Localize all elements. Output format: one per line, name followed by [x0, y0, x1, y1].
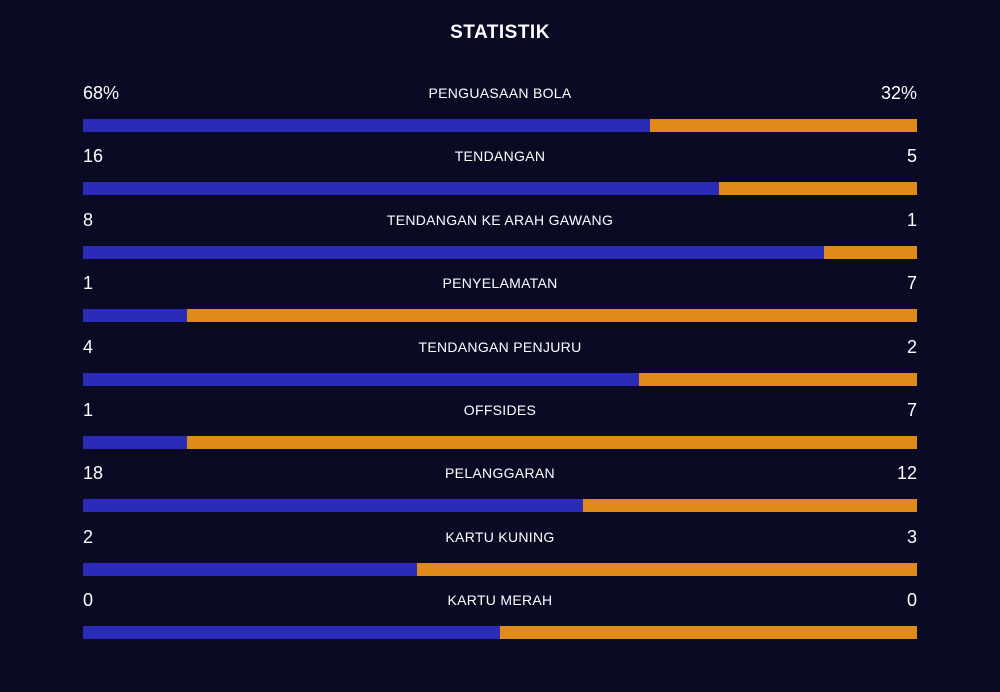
- stat-label: KARTU MERAH: [447, 592, 553, 609]
- stat-label: TENDANGAN KE ARAH GAWANG: [386, 211, 614, 228]
- away-value: 32%: [880, 83, 917, 103]
- home-bar-fill: [83, 119, 651, 132]
- home-bar-fill: [83, 499, 584, 513]
- stat-label: TENDANGAN PENJURU: [418, 338, 582, 355]
- stat-row-shots-on-target: 8 TENDANGAN KE ARAH GAWANG 1: [83, 207, 917, 270]
- stat-label: PENGUASAAN BOLA: [428, 85, 572, 101]
- home-bar-fill: [83, 562, 417, 576]
- home-bar-fill: [83, 372, 640, 386]
- stat-row-shots: 16 TENDANGAN 5: [83, 143, 917, 206]
- away-value: 0: [906, 590, 917, 611]
- home-bar-fill: [83, 626, 500, 640]
- comparison-bar: [83, 562, 917, 576]
- away-bar-fill: [650, 119, 917, 132]
- away-value: 12: [896, 463, 917, 484]
- stats-list: 68% PENGUASAAN BOLA 32% 16 TENDANGAN 5 8…: [83, 80, 917, 651]
- stat-row-fouls: 18 PELANGGARAN 12: [83, 460, 917, 523]
- away-bar-fill: [187, 435, 917, 449]
- away-bar-fill: [583, 499, 917, 513]
- away-bar-fill: [639, 372, 917, 386]
- home-bar-fill: [83, 245, 825, 259]
- away-value: 1: [906, 209, 917, 230]
- home-value: 16: [83, 146, 104, 167]
- stat-label: PELANGGARAN: [445, 465, 555, 482]
- stat-label: OFFSIDES: [463, 401, 537, 418]
- away-value: 7: [906, 399, 917, 420]
- comparison-bar: [83, 499, 917, 513]
- away-value: 3: [906, 526, 917, 547]
- comparison-bar: [83, 435, 917, 449]
- comparison-bar: [83, 309, 917, 323]
- away-value: 5: [906, 146, 917, 167]
- home-value: 68%: [83, 83, 120, 103]
- home-value: 1: [83, 273, 94, 294]
- home-bar-fill: [83, 309, 188, 323]
- home-value: 18: [83, 463, 104, 484]
- stat-label: PENYELAMATAN: [442, 275, 558, 292]
- home-value: 2: [83, 526, 94, 547]
- stat-row-saves: 1 PENYELAMATAN 7: [83, 270, 917, 333]
- home-value: 0: [83, 590, 94, 611]
- away-bar-fill: [718, 182, 917, 196]
- home-value: 4: [83, 336, 94, 357]
- stat-row-red-cards: 0 KARTU MERAH 0: [83, 587, 917, 650]
- comparison-bar: [83, 372, 917, 386]
- stat-row-yellow-cards: 2 KARTU KUNING 3: [83, 524, 917, 587]
- stat-label: KARTU KUNING: [445, 528, 555, 545]
- away-bar-fill: [187, 309, 917, 323]
- away-bar-fill: [500, 626, 917, 640]
- comparison-bar: [83, 182, 917, 196]
- home-bar-fill: [83, 435, 188, 449]
- home-value: 8: [83, 209, 94, 230]
- stat-row-corners: 4 TENDANGAN PENJURU 2: [83, 334, 917, 397]
- away-value: 2: [906, 336, 917, 357]
- stat-label: TENDANGAN: [454, 148, 546, 165]
- page-title: STATISTIK: [450, 22, 550, 43]
- home-value: 1: [83, 399, 94, 420]
- comparison-bar: [83, 245, 917, 259]
- comparison-bar: [83, 119, 917, 132]
- stat-row-offsides: 1 OFFSIDES 7: [83, 397, 917, 460]
- away-bar-fill: [824, 245, 917, 259]
- home-bar-fill: [83, 182, 719, 196]
- stat-row-possession: 68% PENGUASAAN BOLA 32%: [83, 80, 917, 143]
- comparison-bar: [83, 626, 917, 640]
- away-value: 7: [906, 273, 917, 294]
- away-bar-fill: [416, 562, 917, 576]
